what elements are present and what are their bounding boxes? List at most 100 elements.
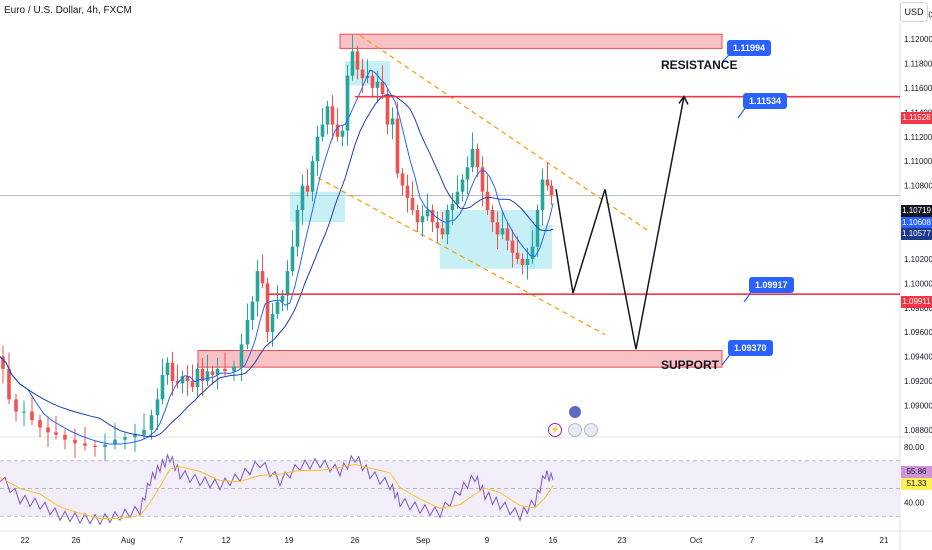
support-callout: 1.09370	[728, 340, 773, 356]
candle-body-86	[500, 228, 505, 235]
price-tick-11: 1.10000	[904, 279, 932, 288]
candle-body-71	[425, 210, 430, 217]
price-tick-15: 1.09200	[904, 377, 932, 386]
candle-body-62	[380, 81, 385, 95]
lightning-icon[interactable]: ⚡	[548, 423, 562, 437]
candle-body-77	[455, 191, 460, 204]
candle-body-12	[93, 445, 97, 447]
price-tag-4: 1.10577	[901, 228, 932, 240]
projection-path	[555, 95, 689, 350]
candle-body-61	[375, 81, 380, 88]
resistance-line-callout: 1.11534	[743, 93, 788, 109]
candle-body-88	[510, 240, 515, 253]
candle-body-5	[30, 411, 34, 421]
candle-body-4	[22, 411, 26, 413]
candle-body-83	[485, 191, 490, 211]
candle-body-68	[410, 197, 415, 211]
candle-body-15	[123, 437, 127, 440]
price-tick-10: 1.10200	[904, 255, 932, 264]
candle-body-82	[480, 167, 485, 192]
candle-body-13	[103, 444, 107, 447]
candle-body-67	[405, 185, 410, 198]
candle-body-14	[113, 439, 117, 445]
candle-body-75	[445, 210, 450, 235]
time-axis: 22 26 Aug 7 12 19 26 Sep 9 16 23 Oct 7 14 21	[21, 536, 889, 545]
candle-body-45	[295, 210, 300, 247]
candle-body-16	[133, 434, 137, 438]
candle-body-9	[63, 434, 67, 440]
candle-body-49	[315, 136, 320, 162]
order-block-3	[530, 224, 552, 269]
candle-body-42	[280, 295, 285, 302]
candle-body-3	[14, 399, 18, 412]
candle-body-24	[180, 376, 185, 384]
price-tick-17: 1.08800	[904, 426, 932, 435]
candle-body-60	[370, 75, 375, 88]
time-tick-3: 7	[179, 536, 184, 545]
candle-body-81	[475, 148, 480, 168]
price-tag-3: 1.10608	[901, 217, 932, 229]
candle-body-84	[490, 210, 495, 223]
support-label: SUPPORT	[661, 358, 720, 372]
candle-body-51	[325, 106, 330, 125]
candle-body-57	[355, 51, 360, 70]
candle-body-44	[290, 246, 295, 272]
candle-body-40	[270, 313, 275, 333]
candle-body-25	[185, 376, 190, 382]
us-flag-icon-2[interactable]	[584, 423, 598, 437]
ma-slow	[0, 94, 554, 438]
price-tick-13: 1.09600	[904, 328, 932, 337]
projection-arrowhead	[678, 95, 689, 105]
candle-body-46	[300, 185, 305, 211]
currency-button[interactable]: USD	[900, 2, 928, 22]
price-tick-7: 1.10800	[904, 182, 932, 191]
symbol-title[interactable]: Euro / U.S. Dollar, 4h, FXCM	[4, 5, 132, 16]
time-tick-9: 16	[549, 536, 558, 545]
rsi-ma-line	[0, 463, 554, 519]
candle-body-6	[38, 420, 42, 428]
rsi-tag-1: 55.86	[901, 466, 932, 478]
candle-body-92	[530, 246, 535, 259]
resistance-label: RESISTANCE	[661, 58, 738, 72]
candle-body-38	[260, 271, 265, 284]
resistance-zone	[339, 33, 723, 49]
candle-body-50	[320, 124, 325, 137]
event-flag-icon[interactable]	[569, 406, 581, 418]
candle-body-80	[470, 148, 475, 168]
candle-body-21	[165, 362, 170, 375]
rsi-tick-0: 80.00	[904, 443, 925, 452]
candle-body-31	[215, 368, 220, 375]
candle-body-2	[7, 368, 11, 400]
rsi-pane	[0, 452, 900, 526]
candle-body-7	[46, 427, 50, 433]
candle-body-87	[505, 228, 510, 241]
rsi-tag-2: 51.33	[901, 478, 932, 490]
candle-body-74	[440, 228, 445, 235]
time-tick-10: 23	[618, 536, 627, 545]
time-tick-11: Oct	[690, 536, 703, 545]
ma-fast	[0, 69, 554, 445]
candle-body-26	[190, 381, 195, 388]
price-axis: 1.122001.120001.118001.116001.114001.112…	[904, 11, 932, 508]
candle-body-8	[54, 432, 58, 435]
time-tick-0: 22	[21, 536, 30, 545]
price-tag-5: 1.09911	[901, 296, 932, 308]
candle-body-47	[305, 185, 310, 192]
resistance-callout: 1.11994	[727, 40, 772, 56]
candle-body-93	[535, 210, 540, 247]
time-tick-6: 26	[351, 536, 360, 545]
support-zone	[197, 350, 723, 368]
candle-body-94	[540, 179, 545, 211]
price-tick-12: 1.09800	[904, 304, 932, 313]
us-flag-icon[interactable]	[568, 423, 582, 437]
candle-body-48	[310, 161, 315, 192]
candle-body-32	[223, 368, 227, 372]
candle-body-90	[520, 258, 525, 266]
order-block-2	[440, 210, 535, 269]
candle-body-52	[330, 106, 335, 125]
candle-body-22	[170, 362, 175, 382]
candle-body-76	[450, 203, 455, 211]
candle-body-39	[265, 283, 270, 333]
candle-body-72	[430, 210, 435, 223]
